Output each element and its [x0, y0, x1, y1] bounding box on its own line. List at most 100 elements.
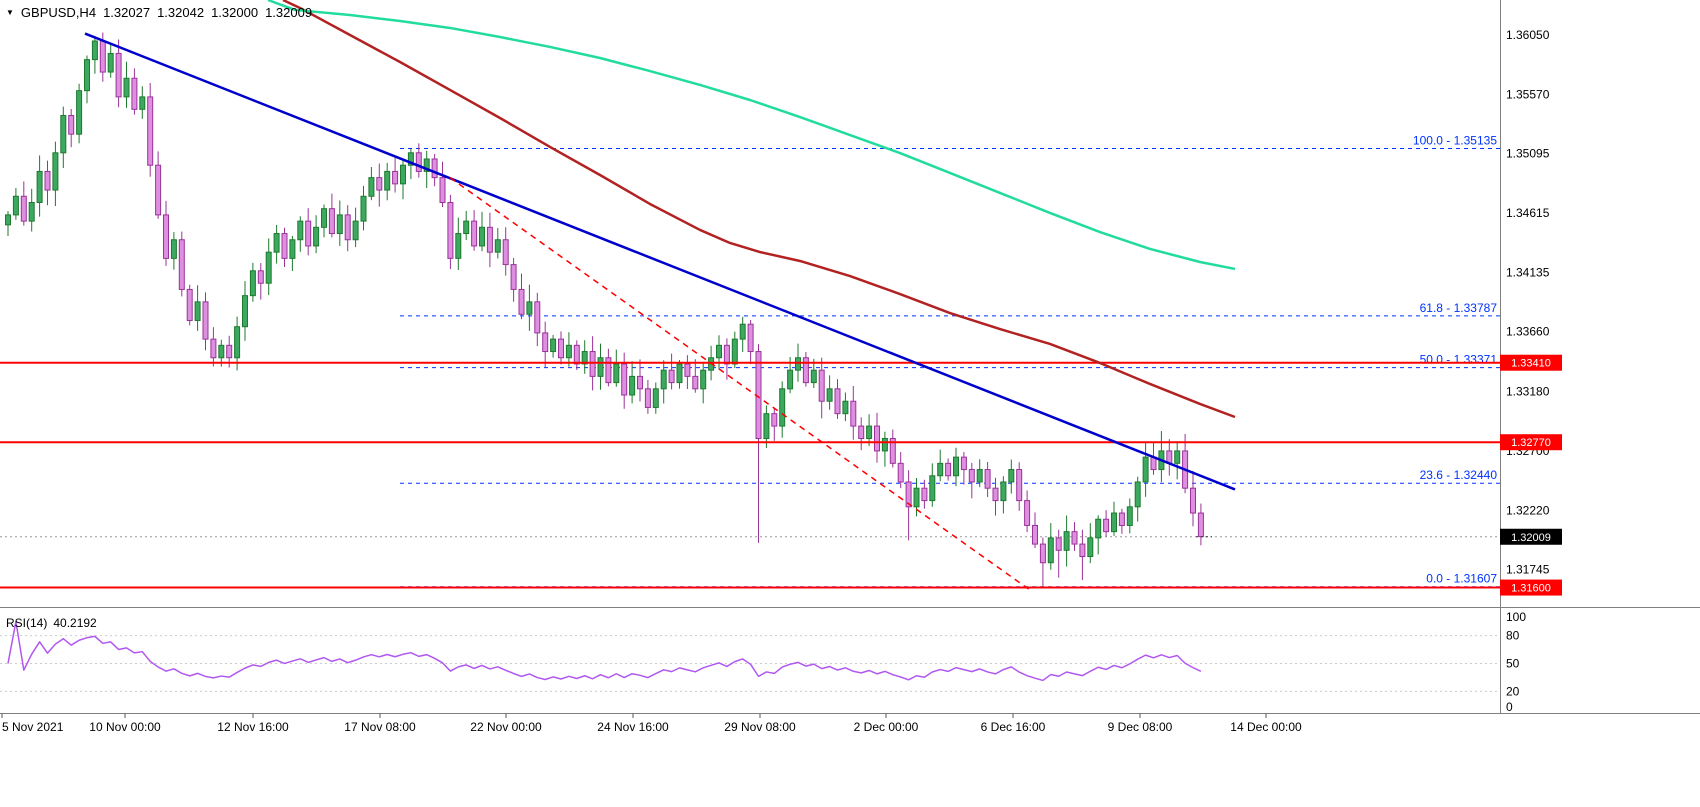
bear-candle [874, 425, 880, 452]
bear-candle [471, 220, 478, 247]
time-axis-label: 6 Dec 16:00 [981, 720, 1046, 734]
bear-candle [1016, 469, 1023, 502]
bull-candle [249, 270, 256, 297]
fib-level-label: 23.6 - 1.32440 [1420, 468, 1498, 482]
bull-candle [1126, 506, 1133, 526]
bear-candle [1071, 531, 1078, 545]
bull-candle [652, 388, 659, 408]
bull-candle [826, 388, 833, 402]
bull-candle [360, 195, 367, 222]
bull-candle [242, 295, 248, 328]
price-badge [1500, 579, 1562, 596]
bull-candle [739, 323, 746, 340]
bull-candle [479, 226, 485, 247]
bear-candle [115, 52, 122, 98]
bear-candle [1197, 512, 1204, 538]
time-axis-label: 29 Nov 08:00 [724, 720, 796, 734]
bull-candle [455, 233, 462, 259]
bear-candle [186, 288, 193, 321]
fib-level-label: 50.0 - 1.33371 [1420, 353, 1498, 367]
time-axis[interactable]: 5 Nov 2021 10 Nov 00:00 12 Nov 16:00 17 Nov… [1, 713, 1302, 735]
bear-candle [818, 369, 825, 402]
red-dashed-trendline[interactable] [449, 177, 1031, 591]
price-axis-label: 1.33180 [1506, 384, 1550, 398]
close-value: 1.32009 [265, 5, 313, 20]
bull-candle [1000, 481, 1007, 502]
bear-candle [897, 462, 904, 483]
bear-candle [44, 170, 51, 191]
rsi-axis-label: 100 [1506, 610, 1526, 624]
bull-candle [218, 344, 225, 359]
bull-candle [676, 363, 683, 384]
price-axis[interactable]: 1.36050 1.35570 1.35095 1.34615 1.34135 1.336… [1500, 0, 1550, 714]
bear-candle [376, 177, 383, 191]
bull-candle [36, 170, 43, 203]
bear-candle [68, 115, 75, 135]
bear-candle [968, 469, 975, 483]
bull-candle [352, 220, 359, 241]
bear-candle [131, 77, 138, 110]
ma-green-line [267, 0, 1236, 271]
bull-candle [289, 239, 296, 259]
bear-candle [684, 363, 691, 377]
bull-candle [913, 487, 920, 508]
bear-candle [20, 195, 27, 222]
bear-candle [439, 177, 446, 203]
bear-candle [573, 344, 580, 365]
bear-candle [1024, 500, 1031, 526]
bear-candle [202, 301, 209, 340]
bear-candle [692, 375, 699, 390]
time-axis-label: 10 Nov 00:00 [89, 720, 161, 734]
time-axis-label: 2 Dec 00:00 [854, 720, 919, 734]
bull-candle [321, 208, 327, 228]
bull-candle [929, 475, 936, 502]
rsi-axis-label: 0 [1506, 700, 1513, 714]
bear-candle [984, 469, 991, 489]
bull-candle [1087, 537, 1094, 558]
bear-candle [281, 233, 288, 259]
bear-candle [163, 214, 169, 259]
rsi-axis[interactable]: 100 80 50 20 0 [1506, 610, 1526, 714]
bear-candle [802, 357, 809, 384]
price-badges: 1.33410 1.32770 1.31600 1.32009 [1500, 354, 1562, 596]
bull-candle [5, 214, 11, 226]
bear-candle [486, 226, 493, 253]
collapse-toggle-icon[interactable]: ▼ [6, 8, 14, 17]
bull-candle [170, 239, 177, 259]
bull-candle [297, 220, 304, 241]
bull-candle [613, 363, 620, 384]
time-axis-label: 24 Nov 16:00 [597, 720, 669, 734]
bull-candle [423, 158, 430, 172]
bear-candle [210, 338, 217, 359]
bear-candle [605, 357, 612, 384]
fib-level-label: 0.0 - 1.31607 [1426, 572, 1497, 586]
open-value: 1.32027 [103, 5, 151, 20]
fibonacci-retracement[interactable]: 100.0 - 1.35135 61.8 - 1.33787 50.0 - 1.33… [400, 133, 1500, 588]
bull-candle [1047, 537, 1054, 564]
blue-trendline[interactable] [84, 32, 1236, 491]
bull-candle [953, 456, 959, 477]
bull-candle [526, 301, 533, 315]
price-axis-label: 1.35570 [1506, 87, 1550, 101]
bull-candle [716, 344, 722, 359]
bull-candle [810, 369, 817, 384]
bear-candle [431, 158, 438, 179]
bear-candle [834, 388, 841, 415]
bull-candle [234, 326, 241, 359]
support-resistance-lines[interactable] [0, 361, 1500, 589]
bull-candle [28, 201, 35, 222]
bear-candle [858, 425, 865, 439]
bull-candle [1142, 456, 1149, 483]
panel-splitter[interactable] [0, 607, 1700, 714]
time-axis-label: 22 Nov 00:00 [470, 720, 542, 734]
bull-candle [700, 369, 707, 390]
bear-candle [226, 344, 233, 359]
rsi-axis-label: 50 [1506, 657, 1520, 671]
bear-candle [447, 201, 454, 259]
bull-candle [107, 52, 114, 73]
bull-candle [336, 214, 343, 235]
bull-candle [407, 152, 414, 166]
bull-candle [787, 369, 794, 390]
price-badge-label: 1.32009 [1511, 532, 1551, 544]
